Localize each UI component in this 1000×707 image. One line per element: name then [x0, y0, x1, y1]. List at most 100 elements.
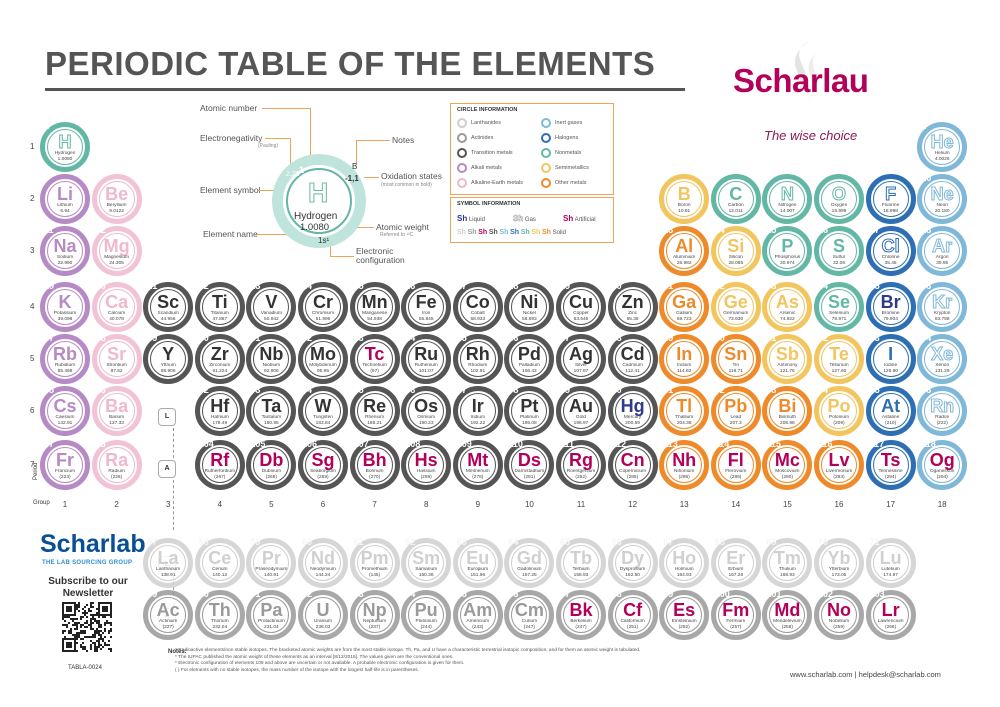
element-tile-rh[interactable]: 45 Rh Rhodium 102.91	[452, 333, 503, 384]
element-tile-pm[interactable]: 61 Pm Promethium (145)	[349, 537, 400, 588]
element-tile-co[interactable]: 27 Co Cobalt 58.933	[452, 281, 503, 332]
element-tile-hf[interactable]: 72 Hf Hafnium 178.49	[194, 385, 245, 436]
element-tile-cu[interactable]: 29 Cu Copper 63.546	[556, 281, 606, 332]
element-tile-si[interactable]: 14 Si Silicon 28.085	[710, 225, 761, 276]
element-tile-hs[interactable]: 108 Hs Hassium (269)	[401, 439, 452, 490]
element-tile-mo[interactable]: 42 Mo Molybdenum 95.95	[298, 333, 348, 384]
element-tile-eu[interactable]: 63 Eu Europium 151.96	[452, 537, 503, 588]
element-tile-nb[interactable]: 41 Nb Niobium 92.906	[246, 333, 297, 384]
element-tile-fr[interactable]: 87 Fr Francium (223)	[40, 439, 90, 490]
element-tile-gd[interactable]: 64 Gd Gadolinium 157.25	[504, 537, 555, 588]
element-tile-in[interactable]: 49 In Indium 114.82	[659, 333, 710, 384]
element-tile-rb[interactable]: 37 Rb Rubidium 85.468	[40, 333, 90, 384]
element-tile-sg[interactable]: 106 Sg Seaborgium (269)	[298, 439, 348, 490]
element-tile-cn[interactable]: 112 Cn Copernicium (285)	[607, 439, 658, 490]
element-tile-p[interactable]: 15 P Phosphorus 30.974	[762, 225, 813, 276]
element-tile-cl[interactable]: 17 Cl Chlorine 35.45	[865, 225, 916, 276]
element-tile-ts[interactable]: 117 Ts Tennessine (294)	[865, 439, 916, 490]
element-tile-bi[interactable]: 83 Bi Bismuth 208.98	[762, 385, 813, 436]
element-tile-fm[interactable]: 100 Fm Fermium (257)	[710, 589, 761, 640]
element-tile-pb[interactable]: 82 Pb Lead 207.2	[710, 385, 761, 436]
element-tile-as[interactable]: 33 As Arsenic 74.922	[762, 281, 813, 332]
element-tile-tm[interactable]: 69 Tm Thulium 168.93	[762, 537, 813, 588]
element-tile-es[interactable]: 99 Es Einsteinium (252)	[659, 589, 710, 640]
contact-info[interactable]: www.scharlab.com | helpdesk@scharlab.com	[790, 670, 941, 679]
element-tile-tb[interactable]: 65 Tb Terbium 158.93	[556, 537, 606, 588]
element-tile-mt[interactable]: 109 Mt Meitnerium (278)	[452, 439, 503, 490]
element-tile-er[interactable]: 68 Er Erbium 167.26	[710, 537, 761, 588]
element-tile-ge[interactable]: 32 Ge Germanium 72.630	[710, 281, 761, 332]
element-tile-ca[interactable]: 20 Ca Calcium 40.078	[91, 281, 142, 332]
element-tile-xe[interactable]: 54 Xe Xenon 131.29	[917, 333, 968, 384]
element-tile-ni[interactable]: 28 Ni Nickel 58.693	[504, 281, 555, 332]
element-tile-se[interactable]: 34 Se Selenium 78.971	[814, 281, 864, 332]
element-tile-f[interactable]: 9 F Fluorine 18.998	[865, 173, 916, 224]
element-tile-dy[interactable]: 66 Dy Dysprosium 162.50	[607, 537, 658, 588]
element-tile-re[interactable]: 75 Re Rhenium 186.21	[349, 385, 400, 436]
element-tile-os[interactable]: 76 Os Osmium 190.23	[401, 385, 452, 436]
element-tile-nh[interactable]: 113 Nh Nihonium (286)	[659, 439, 710, 490]
element-tile-ra[interactable]: 88 Ra Radium (226)	[91, 439, 142, 490]
element-tile-ho[interactable]: 67 Ho Holmium 164.93	[659, 537, 710, 588]
element-tile-pd[interactable]: 46 Pd Palladium 106.42	[504, 333, 555, 384]
element-tile-np[interactable]: 93 Np Neptunium (237)	[349, 589, 400, 640]
element-tile-cr[interactable]: 24 Cr Chromium 51.996	[298, 281, 348, 332]
element-tile-pt[interactable]: 78 Pt Platinum 195.08	[504, 385, 555, 436]
element-tile-sr[interactable]: 38 Sr Strontium 87.62	[91, 333, 142, 384]
element-tile-w[interactable]: 74 W Tungsten 183.84	[298, 385, 348, 436]
element-tile-yb[interactable]: 70 Yb Ytterbium 173.05	[814, 537, 864, 588]
element-tile-md[interactable]: 101 Md Mendelevium (258)	[762, 589, 813, 640]
element-tile-lu[interactable]: 71 Lu Lutetium 174.97	[865, 537, 916, 588]
element-tile-pr[interactable]: 59 Pr Praseodymium 140.91	[246, 537, 297, 588]
element-tile-al[interactable]: 13 Al Aluminium 26.982	[659, 225, 710, 276]
element-tile-at[interactable]: 85 At Astatine (210)	[865, 385, 916, 436]
element-tile-am[interactable]: 95 Am Americium (243)	[452, 589, 503, 640]
element-tile-br[interactable]: 35 Br Bromine 79.904	[865, 281, 916, 332]
element-tile-lv[interactable]: 116 Lv Livermorium (293)	[814, 439, 864, 490]
element-tile-ar[interactable]: 18 Ar Argon 39.95	[917, 225, 968, 276]
newsletter-subscribe[interactable]: Subscribe to our Newsletter	[48, 576, 128, 599]
element-tile-ru[interactable]: 44 Ru Ruthenium 101.07	[401, 333, 452, 384]
element-tile-v[interactable]: 23 V Vanadium 50.942	[246, 281, 297, 332]
element-tile-sn[interactable]: 50 Sn Tin 118.71	[710, 333, 761, 384]
element-tile-he[interactable]: 2 He Helium 4.0026	[917, 121, 968, 172]
qr-code-icon[interactable]	[62, 602, 112, 652]
element-tile-og[interactable]: 118 Og Oganesson (294)	[917, 439, 968, 490]
element-tile-te[interactable]: 52 Te Tellurium 127.60	[814, 333, 864, 384]
element-tile-ds[interactable]: 110 Ds Darmstadtium (281)	[504, 439, 555, 490]
element-tile-fe[interactable]: 26 Fe Iron 55.845	[401, 281, 452, 332]
element-tile-rn[interactable]: 86 Rn Radon (222)	[917, 385, 968, 436]
element-tile-s[interactable]: 16 S Sulfur 32.06	[814, 225, 864, 276]
element-tile-rf[interactable]: 104 Rf Rutherfordium (267)	[194, 439, 245, 490]
element-tile-ir[interactable]: 77 Ir Iridium 192.22	[452, 385, 503, 436]
element-tile-i[interactable]: 53 I Iodine 126.90	[865, 333, 916, 384]
element-tile-lr[interactable]: 103 Lr Lawrencium (266)	[865, 589, 916, 640]
element-tile-mc[interactable]: 115 Mc Moscovium (290)	[762, 439, 813, 490]
element-tile-cs[interactable]: 55 Cs Caesium 132.91	[40, 385, 90, 436]
element-tile-rg[interactable]: 111 Rg Roentgenium (282)	[556, 439, 606, 490]
element-tile-no[interactable]: 102 No Nobelium (259)	[814, 589, 864, 640]
element-tile-fl[interactable]: 114 Fl Flerovium (289)	[710, 439, 761, 490]
element-tile-k[interactable]: 19 K Potassium 39.098	[40, 281, 90, 332]
element-tile-y[interactable]: 39 Y Yttrium 88.906	[143, 333, 194, 384]
element-tile-tl[interactable]: 81 Tl Thallium 204.38	[659, 385, 710, 436]
element-tile-tc[interactable]: 43 Tc Technetium (97)	[349, 333, 400, 384]
element-tile-pa[interactable]: 91 Pa Protactinium 231.04	[246, 589, 297, 640]
element-tile-la[interactable]: 57 La Lanthanum 138.91	[143, 537, 194, 588]
element-tile-ne[interactable]: 10 Ne Neon 20.180	[917, 173, 968, 224]
element-tile-be[interactable]: 4 Be Beryllium 9.0122	[91, 173, 142, 224]
element-tile-db[interactable]: 105 Db Dubnium (268)	[246, 439, 297, 490]
element-tile-bh[interactable]: 107 Bh Bohrium (270)	[349, 439, 400, 490]
element-tile-mn[interactable]: 25 Mn Manganese 54.938	[349, 281, 400, 332]
element-tile-u[interactable]: 92 U Uranium 238.03	[298, 589, 348, 640]
element-tile-h[interactable]: 1 H Hydrogen 1.0080	[40, 121, 90, 172]
element-tile-bk[interactable]: 97 Bk Berkelium (247)	[556, 589, 606, 640]
element-tile-li[interactable]: 3 Li Lithium 6.94	[40, 173, 90, 224]
element-tile-ce[interactable]: 58 Ce Cerium 140.12	[194, 537, 245, 588]
element-tile-au[interactable]: 79 Au Gold 196.97	[556, 385, 606, 436]
element-tile-na[interactable]: 11 Na Sodium 22.990	[40, 225, 90, 276]
element-tile-ta[interactable]: 73 Ta Tantalum 180.95	[246, 385, 297, 436]
element-tile-po[interactable]: 84 Po Polonium (209)	[814, 385, 864, 436]
element-tile-o[interactable]: 8 O Oxygen 15.999	[814, 173, 864, 224]
element-tile-nd[interactable]: 60 Nd Neodymium 144.24	[298, 537, 348, 588]
